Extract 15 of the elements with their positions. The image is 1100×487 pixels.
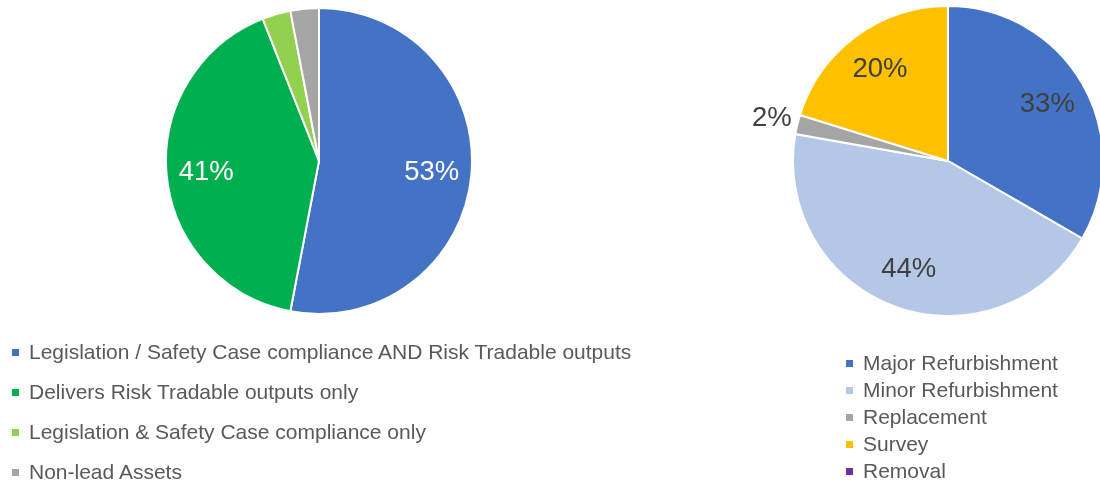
legend-label: Removal (863, 458, 946, 482)
legend-label: Legislation / Safety Case compliance AND Risk Tradable outputs (29, 339, 632, 363)
legend-label: Delivers Risk Tradable outputs only (29, 379, 359, 403)
data-label: 33% (1019, 86, 1075, 118)
legend-label: Survey (863, 431, 929, 455)
legend-label: Minor Refurbishment (863, 377, 1059, 401)
data-label: 20% (852, 51, 908, 83)
legend-label: Legislation & Safety Case compliance only (29, 419, 427, 443)
legend-label: Non-lead Assets (29, 459, 182, 483)
data-label: 53% (404, 154, 460, 186)
data-label: 41% (178, 154, 234, 186)
data-label: 44% (881, 251, 937, 283)
data-label: 2% (751, 101, 792, 133)
legend-label: Major Refurbishment (863, 350, 1059, 374)
legend-label: Replacement (863, 404, 987, 428)
